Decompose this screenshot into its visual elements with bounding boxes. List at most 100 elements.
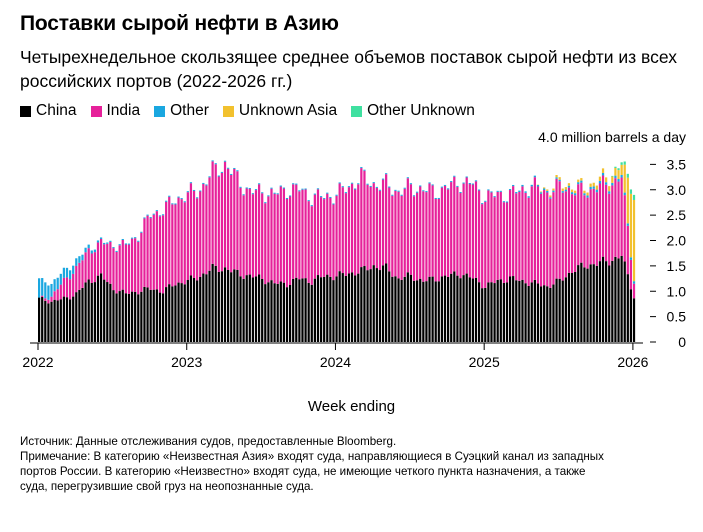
stacked-bar-chart: 4.0 million barrels a day 0 0.5 1.0 1.5 2.0 2.… xyxy=(22,129,686,370)
bar-segment-other xyxy=(465,176,468,178)
bar-segment-india xyxy=(443,185,447,276)
bar-segment-other-unknown xyxy=(617,168,620,171)
bar-segment-india xyxy=(65,277,69,298)
bar-segment-china xyxy=(400,279,403,342)
bar-segment-china xyxy=(310,284,313,342)
bar-segment-other xyxy=(406,177,409,179)
bar-segment-china xyxy=(81,287,84,342)
bar-segment-india xyxy=(456,186,459,276)
bar-segment-india xyxy=(196,198,199,281)
bar-segment-china xyxy=(412,280,416,342)
bar-segment-other xyxy=(205,184,208,186)
bar-segment-other xyxy=(515,192,518,194)
bar-segment-other xyxy=(530,184,533,187)
bar-segment-other xyxy=(592,186,595,189)
bar-segment-other xyxy=(431,184,434,186)
bar-segment-china xyxy=(446,276,450,342)
bar-segment-china xyxy=(381,265,385,342)
bar-segment-china xyxy=(422,281,425,342)
bar-segment-india xyxy=(422,191,425,282)
bar-segment-india xyxy=(134,238,137,292)
x-tick-label: 2025 xyxy=(469,354,500,370)
bar-segment-unknown-asia xyxy=(586,192,589,196)
bar-segment-other xyxy=(521,184,524,187)
bar-segment-other xyxy=(288,195,292,197)
bar-segment-unknown-asia xyxy=(595,185,598,190)
bar-segment-china xyxy=(161,293,165,342)
bar-segment-china xyxy=(78,289,81,342)
bar-segment-other xyxy=(75,258,78,266)
bar-segment-india xyxy=(577,184,580,266)
bar-segment-china xyxy=(378,270,382,342)
bar-segment-china xyxy=(471,278,475,342)
bar-segment-china xyxy=(115,293,118,342)
bar-segment-india xyxy=(614,178,617,257)
bar-segment-unknown-asia xyxy=(546,189,549,191)
bar-segment-china xyxy=(360,267,363,342)
bar-segment-china xyxy=(626,274,629,342)
bar-segment-india xyxy=(316,189,320,276)
x-axis-label: Week ending xyxy=(307,398,396,415)
bar-segment-india xyxy=(567,187,571,273)
legend-item-other: Other xyxy=(154,102,209,120)
bar-segment-india xyxy=(211,161,214,264)
bar-segment-india xyxy=(406,178,409,273)
bar-segment-unknown-asia xyxy=(629,193,633,258)
bar-segment-other xyxy=(121,238,124,241)
bar-segment-other xyxy=(307,200,310,202)
bar-segment-india xyxy=(437,198,440,282)
bar-segment-india xyxy=(425,192,428,282)
bar-segment-india xyxy=(295,184,298,278)
bar-segment-china xyxy=(217,271,220,342)
bar-segment-india xyxy=(347,187,351,274)
bar-segment-india xyxy=(304,189,307,279)
bar-segment-china xyxy=(313,278,316,342)
bar-segment-india xyxy=(583,195,586,268)
bar-segment-other xyxy=(564,189,567,192)
bar-segment-india xyxy=(357,184,360,274)
bar-segment-other xyxy=(292,183,295,185)
bar-segment-china xyxy=(152,289,155,342)
bar-segment-other xyxy=(388,186,391,188)
bar-segment-china xyxy=(261,278,264,342)
bar-segment-india xyxy=(53,291,56,300)
bar-segment-other xyxy=(146,214,149,216)
bar-segment-other xyxy=(183,201,186,203)
bar-segment-china xyxy=(267,282,270,342)
bar-segment-china xyxy=(41,297,44,342)
bar-segment-other xyxy=(378,189,382,191)
bar-segment-china xyxy=(332,280,335,342)
bar-segment-india xyxy=(152,214,155,290)
bar-segment-india xyxy=(103,244,106,280)
bar-segment-other xyxy=(158,215,162,217)
legend-swatch-other xyxy=(154,105,166,117)
bar-segment-china xyxy=(202,273,205,342)
bar-segment-unknown-asia xyxy=(574,190,577,194)
bar-segment-other xyxy=(137,240,140,242)
bar-segment-china xyxy=(242,278,245,342)
bar-segment-india xyxy=(549,198,552,288)
bar-segment-china xyxy=(505,282,509,342)
bar-segment-other xyxy=(481,203,484,205)
bar-segment-india xyxy=(453,176,456,272)
bar-segment-other xyxy=(583,193,586,196)
bar-segment-china xyxy=(437,281,440,342)
bar-segment-other xyxy=(59,273,62,285)
bar-segment-india xyxy=(186,192,189,280)
bar-segment-china xyxy=(403,276,406,342)
bar-segment-china xyxy=(251,277,255,342)
bar-segment-china xyxy=(165,287,168,342)
bar-segment-other xyxy=(335,194,338,196)
bar-segment-china xyxy=(329,276,332,342)
bar-segment-other xyxy=(93,249,96,253)
bar-segment-china xyxy=(75,292,78,342)
bar-segment-other xyxy=(323,198,326,200)
bar-segment-india xyxy=(605,184,608,262)
bar-segment-other xyxy=(366,183,369,185)
bar-segment-india xyxy=(84,252,87,283)
bar-segment-other xyxy=(332,203,335,205)
bar-segment-india xyxy=(56,289,59,301)
bar-segment-other xyxy=(477,189,481,191)
bar-segment-other xyxy=(115,250,118,252)
bar-segment-china xyxy=(354,275,357,342)
